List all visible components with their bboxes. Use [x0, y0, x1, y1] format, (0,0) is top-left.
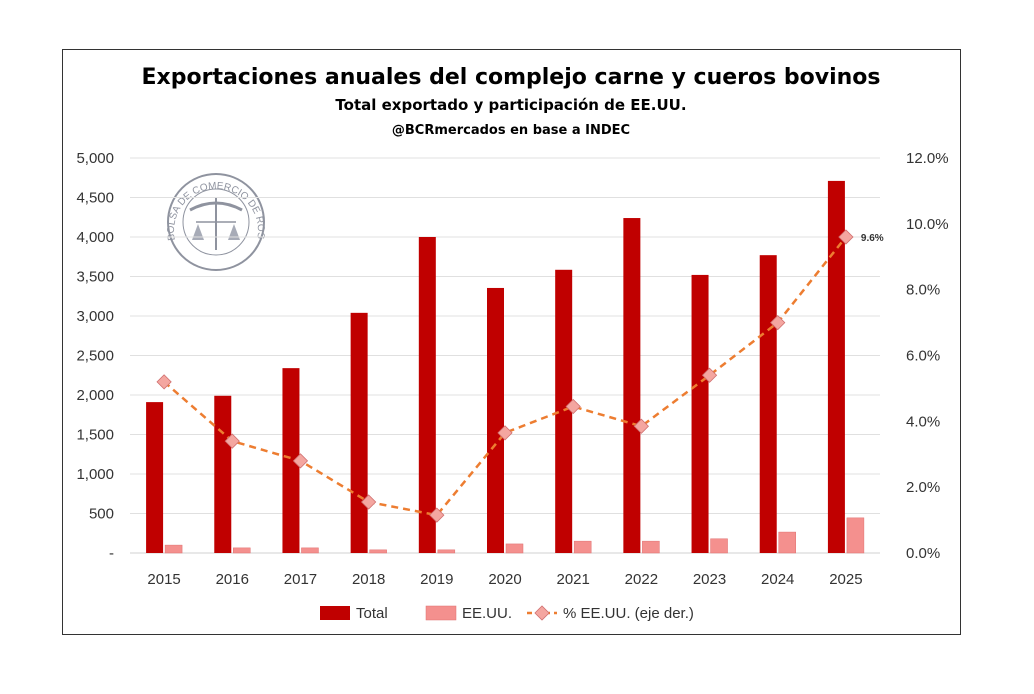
y-right-tick-label: 8.0%	[906, 282, 940, 299]
y-left-tick-label: 5,000	[76, 150, 114, 167]
chart-frame	[62, 49, 961, 635]
legend-label-eeuu: EE.UU.	[462, 605, 512, 622]
bar-eeuu	[301, 547, 319, 554]
y-right-tick-label: 2.0%	[906, 479, 940, 496]
bar-total	[214, 395, 232, 553]
bar-eeuu	[505, 543, 524, 554]
line-marker	[633, 418, 650, 434]
x-tick-label: 2024	[761, 571, 794, 588]
bar-total	[350, 312, 368, 553]
y-left-tick-label: 1,500	[76, 427, 114, 444]
line-marker	[565, 398, 581, 415]
line-pct-eeuu	[163, 236, 847, 517]
bar-eeuu	[573, 540, 592, 554]
y-right-tick-label: 6.0%	[906, 348, 940, 365]
bar-total	[623, 218, 641, 554]
bar-total	[487, 287, 504, 553]
data-label: 9.6%	[861, 233, 884, 244]
bar-total	[555, 269, 573, 553]
line-marker	[360, 494, 377, 510]
x-tick-label: 2021	[556, 571, 589, 588]
x-tick-label: 2016	[216, 571, 249, 588]
line-marker	[224, 433, 240, 449]
x-tick-label: 2023	[693, 571, 726, 588]
legend-label-pct: % EE.UU. (eje der.)	[563, 605, 694, 622]
line-marker	[497, 425, 513, 441]
legend-swatch-total	[320, 606, 350, 620]
y-left-tick-label: 2,500	[76, 348, 114, 365]
bar-eeuu	[164, 544, 183, 554]
y-left-tick-label: 4,000	[76, 229, 114, 246]
chart-source: @BCRmercados en base a INDEC	[392, 123, 630, 138]
y-left-tick-label: 3,000	[76, 308, 114, 325]
line-marker	[429, 507, 445, 523]
x-tick-label: 2020	[488, 571, 521, 588]
chart-title: Exportaciones anuales del complejo carne…	[142, 65, 881, 90]
x-tick-label: 2017	[284, 571, 317, 588]
bar-eeuu	[778, 531, 796, 554]
line-marker	[770, 314, 786, 331]
line-marker	[156, 374, 172, 390]
y-left-tick-label: -	[109, 545, 114, 562]
x-tick-label: 2018	[352, 571, 385, 588]
bar-eeuu	[710, 538, 728, 554]
x-tick-label: 2015	[147, 571, 180, 588]
chart-subtitle: Total exportado y participación de EE.UU…	[335, 96, 686, 114]
bar-eeuu	[233, 547, 251, 554]
y-right-tick-label: 12.0%	[906, 150, 949, 167]
y-left-tick-label: 4,500	[76, 190, 114, 207]
bar-eeuu	[642, 540, 660, 554]
bar-eeuu	[369, 549, 387, 554]
x-tick-label: 2019	[420, 571, 453, 588]
bar-eeuu	[846, 517, 865, 554]
legend-swatch-eeuu	[425, 605, 457, 621]
y-right-tick-label: 0.0%	[906, 545, 940, 562]
y-left-tick-label: 3,500	[76, 269, 114, 286]
x-tick-label: 2025	[829, 571, 862, 588]
line-marker	[701, 367, 718, 383]
bar-total	[759, 255, 777, 554]
x-tick-label: 2022	[625, 571, 658, 588]
bar-total	[418, 237, 436, 553]
bar-total	[827, 180, 845, 553]
bar-eeuu	[437, 549, 456, 554]
bcr-logo: BOLSA DE COMERCIO DE ROSARIO	[0, 0, 266, 271]
legend-marker-pct	[534, 605, 550, 621]
y-left-tick-label: 1,000	[76, 466, 114, 483]
y-right-tick-label: 4.0%	[906, 413, 940, 430]
line-marker	[838, 229, 854, 245]
line-marker	[292, 453, 309, 469]
y-left-tick-label: 500	[89, 506, 114, 523]
y-right-tick-label: 10.0%	[906, 216, 949, 233]
legend-label-total: Total	[356, 605, 388, 622]
bar-total	[691, 274, 709, 553]
bar-total	[146, 402, 164, 553]
y-left-tick-label: 2,000	[76, 387, 114, 404]
bar-total	[282, 368, 300, 553]
